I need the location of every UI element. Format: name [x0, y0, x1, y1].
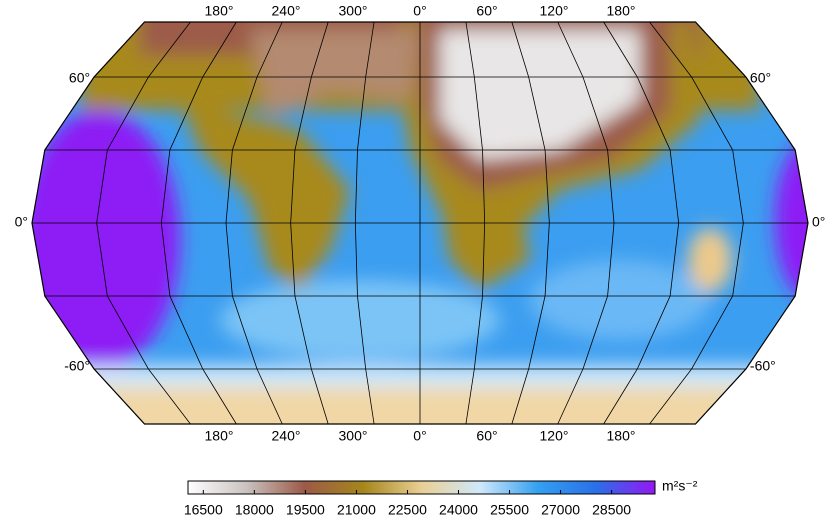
- colorbar-tick-label: 18000: [235, 502, 274, 518]
- colorbar-tick-label: 25500: [490, 502, 529, 518]
- lon-label: 240°: [272, 428, 301, 444]
- lon-label: 0°: [413, 428, 426, 444]
- lon-label: 180°: [607, 428, 636, 444]
- lon-label: 180°: [205, 428, 234, 444]
- lat-label: 0°: [15, 214, 28, 230]
- lon-label: 60°: [476, 3, 497, 19]
- colorbar: [188, 481, 655, 494]
- lon-label: 300°: [339, 3, 368, 19]
- lon-label: 240°: [272, 3, 301, 19]
- colorbar-tick-label: 16500: [184, 502, 223, 518]
- field: [0, 0, 836, 445]
- lon-label: 120°: [540, 3, 569, 19]
- colorbar-tick-label: 27000: [541, 502, 580, 518]
- colorbar-tick-label: 24000: [439, 502, 478, 518]
- colorbar-tick-label: 21000: [337, 502, 376, 518]
- lat-label: 60°: [750, 70, 771, 86]
- lon-label: 0°: [413, 3, 426, 19]
- lon-label: 60°: [476, 428, 497, 444]
- lat-label: -60°: [64, 358, 90, 374]
- colorbar-units: m²s⁻²: [662, 478, 698, 494]
- colorbar-tick-label: 22500: [388, 502, 427, 518]
- lat-label: 0°: [812, 214, 825, 230]
- lon-label: 300°: [339, 428, 368, 444]
- colorbar-tick-label: 28500: [592, 502, 631, 518]
- lon-label: 180°: [607, 3, 636, 19]
- lon-label: 180°: [205, 3, 234, 19]
- lat-label: -60°: [750, 358, 776, 374]
- lat-label: 60°: [69, 70, 90, 86]
- map-figure: 180° 180° 240° 240° 300° 300° 0° 0° 60° 60° 120° 12…: [0, 0, 836, 526]
- lon-label: 120°: [540, 428, 569, 444]
- colorbar-tick-label: 19500: [286, 502, 325, 518]
